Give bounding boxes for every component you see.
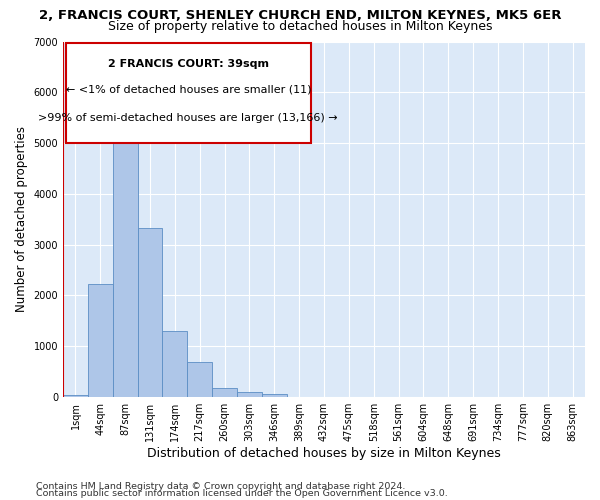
Text: Contains HM Land Registry data © Crown copyright and database right 2024.: Contains HM Land Registry data © Crown c… (36, 482, 406, 491)
Text: 2, FRANCIS COURT, SHENLEY CHURCH END, MILTON KEYNES, MK5 6ER: 2, FRANCIS COURT, SHENLEY CHURCH END, MI… (39, 9, 561, 22)
Bar (163, 331, 187, 397)
Bar (88, 284, 113, 397)
Bar (287, 396, 311, 397)
X-axis label: Distribution of detached houses by size in Milton Keynes: Distribution of detached houses by size … (147, 447, 501, 460)
Bar (63, 394, 88, 397)
Text: 2 FRANCIS COURT: 39sqm: 2 FRANCIS COURT: 39sqm (108, 60, 269, 70)
Text: Size of property relative to detached houses in Milton Keynes: Size of property relative to detached ho… (108, 20, 492, 33)
FancyBboxPatch shape (65, 44, 311, 143)
Bar (212, 388, 237, 397)
Bar (262, 394, 287, 397)
Text: Contains public sector information licensed under the Open Government Licence v3: Contains public sector information licen… (36, 489, 448, 498)
Bar (137, 228, 163, 397)
Text: ← <1% of detached houses are smaller (11): ← <1% of detached houses are smaller (11… (65, 84, 311, 94)
Bar (187, 362, 212, 397)
Y-axis label: Number of detached properties: Number of detached properties (15, 126, 28, 312)
Bar (237, 392, 262, 397)
Bar (113, 122, 137, 397)
Text: >99% of semi-detached houses are larger (13,166) →: >99% of semi-detached houses are larger … (38, 112, 338, 122)
